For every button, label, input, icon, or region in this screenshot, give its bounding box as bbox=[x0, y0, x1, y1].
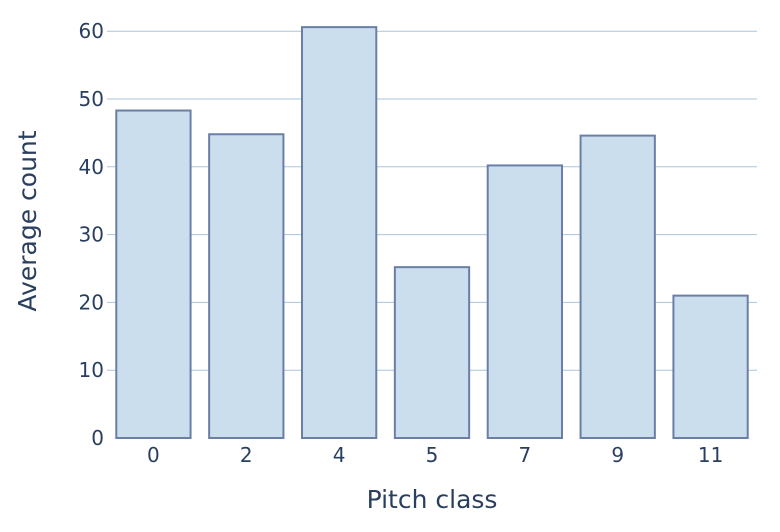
x-tick-label: 2 bbox=[240, 443, 253, 467]
x-tick-label: 0 bbox=[147, 443, 160, 467]
bar-pitch-class-0 bbox=[115, 109, 192, 439]
y-tick-label: 60 bbox=[79, 19, 104, 43]
x-tick-labels: 0 2 4 5 7 9 11 bbox=[147, 443, 723, 467]
bar-pitch-class-4 bbox=[301, 26, 378, 440]
x-tick-label: 11 bbox=[698, 443, 723, 467]
x-tick-label: 5 bbox=[426, 443, 439, 467]
bar-pitch-class-5 bbox=[393, 266, 471, 440]
bar-pitch-class-9 bbox=[579, 134, 656, 439]
y-tick-label: 10 bbox=[79, 358, 104, 382]
y-tick-label: 40 bbox=[79, 155, 104, 179]
y-tick-label: 50 bbox=[79, 87, 104, 111]
x-tick-label: 4 bbox=[333, 443, 346, 467]
x-tick-label: 7 bbox=[518, 443, 531, 467]
y-tick-label: 0 bbox=[91, 426, 104, 450]
x-axis-title: Pitch class bbox=[367, 485, 498, 514]
bar-pitch-class-7 bbox=[486, 164, 564, 439]
bar-pitch-class-2 bbox=[208, 133, 285, 439]
bar-pitch-class-11 bbox=[672, 294, 749, 439]
x-tick-label: 9 bbox=[611, 443, 624, 467]
y-tick-labels: 0 10 20 30 40 50 60 bbox=[79, 19, 104, 450]
y-tick-label: 20 bbox=[79, 290, 104, 314]
y-tick-label: 30 bbox=[79, 223, 104, 247]
bars bbox=[115, 26, 749, 440]
y-axis-title: Average count bbox=[13, 130, 42, 311]
